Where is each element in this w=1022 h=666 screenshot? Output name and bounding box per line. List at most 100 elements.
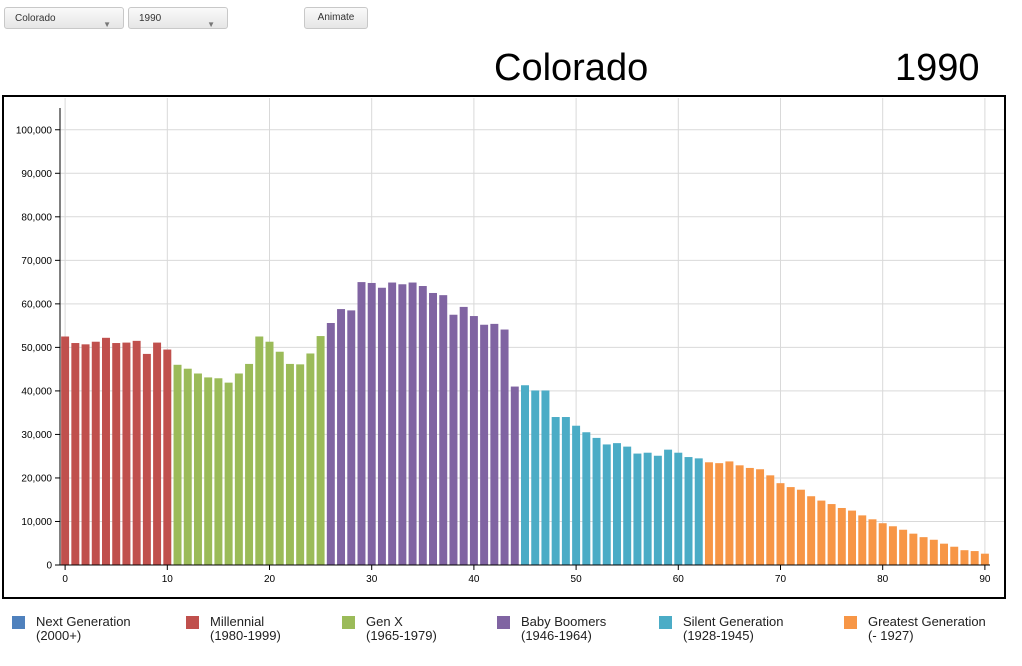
bar (245, 363, 254, 565)
legend-label: Gen X (366, 614, 403, 629)
bar (81, 344, 90, 565)
legend-range: (1946-1964) (521, 628, 592, 643)
bars (61, 282, 989, 565)
bar (858, 515, 867, 565)
bar (929, 539, 938, 565)
bar (940, 543, 948, 565)
bar (664, 449, 673, 565)
bar (418, 286, 427, 565)
bar (541, 390, 550, 565)
bar (899, 529, 908, 565)
bar (234, 373, 243, 565)
x-tick-label: 40 (468, 574, 480, 585)
y-tick-label: 100,000 (16, 125, 53, 136)
bar (602, 444, 611, 565)
bar (817, 500, 826, 565)
bar (807, 496, 816, 565)
bar (592, 437, 601, 565)
bar (919, 537, 928, 565)
y-tick-label: 20,000 (21, 473, 52, 484)
bar (163, 349, 172, 565)
bar (71, 343, 80, 565)
year-select-value: 1990 (139, 13, 162, 24)
bar (500, 329, 509, 565)
bar (786, 487, 795, 565)
legend-range: (1965-1979) (366, 628, 437, 643)
bar (766, 475, 775, 565)
bar (521, 385, 529, 565)
animate-button[interactable]: Animate (304, 7, 368, 29)
bar (510, 386, 519, 565)
bar (837, 507, 846, 565)
bar (102, 337, 110, 565)
bar (326, 323, 335, 565)
y-tick-label: 90,000 (21, 169, 52, 180)
bar (612, 443, 621, 565)
bar (878, 523, 887, 565)
bar (756, 469, 765, 565)
state-select-value: Colorado (15, 13, 56, 24)
legend-label: Baby Boomers (521, 614, 607, 629)
bar (153, 342, 162, 565)
bar (796, 489, 805, 565)
legend-range: (2000+) (36, 628, 82, 643)
bar (745, 467, 754, 565)
legend-swatch (12, 616, 25, 629)
bar (970, 551, 979, 565)
bar (214, 378, 223, 565)
legend-range: (1928-1945) (683, 628, 754, 643)
y-tick-label: 40,000 (21, 386, 52, 397)
y-tick-label: 70,000 (21, 256, 52, 267)
bar (408, 282, 417, 565)
bar (684, 457, 693, 565)
y-tick-label: 60,000 (21, 299, 52, 310)
bar (367, 282, 376, 565)
bar (224, 382, 233, 565)
bar (551, 417, 560, 565)
bar (296, 364, 305, 565)
year-select[interactable]: 1990 ▼ (128, 7, 228, 29)
bar (735, 465, 744, 565)
x-tick-label: 10 (162, 574, 174, 585)
bar (980, 553, 989, 565)
bar (398, 284, 407, 565)
bar (122, 342, 131, 565)
bar (377, 287, 386, 565)
x-tick-label: 0 (62, 574, 68, 585)
x-tick-label: 20 (264, 574, 276, 585)
state-select[interactable]: Colorado ▼ (4, 7, 124, 29)
bar (582, 432, 591, 565)
y-tick-label: 80,000 (21, 212, 52, 223)
legend-label: Greatest Generation (868, 614, 986, 629)
bar (142, 353, 151, 565)
chevron-down-icon: ▼ (103, 20, 111, 29)
bar (480, 324, 489, 565)
bar (950, 546, 959, 565)
x-tick-label: 90 (979, 574, 991, 585)
bar (572, 425, 581, 565)
bar (827, 504, 836, 565)
bar (265, 341, 274, 565)
legend-swatch (497, 616, 510, 629)
legend-swatch (844, 616, 857, 629)
bar (173, 364, 182, 565)
bar (490, 323, 499, 565)
bar (204, 377, 213, 565)
bar (337, 309, 346, 565)
bar (531, 390, 540, 565)
y-tick-label: 30,000 (21, 430, 52, 441)
bar (561, 417, 570, 565)
x-tick-label: 70 (775, 574, 787, 585)
bar (633, 453, 642, 565)
bar (132, 340, 141, 565)
bar (275, 351, 284, 565)
bar (91, 341, 100, 565)
y-tick-label: 50,000 (21, 343, 52, 354)
bar (388, 282, 397, 565)
bar (61, 336, 70, 565)
bar (653, 455, 662, 565)
bar (909, 533, 918, 565)
y-tick-label: 0 (46, 561, 52, 572)
bar (725, 461, 734, 565)
bar (193, 373, 202, 565)
